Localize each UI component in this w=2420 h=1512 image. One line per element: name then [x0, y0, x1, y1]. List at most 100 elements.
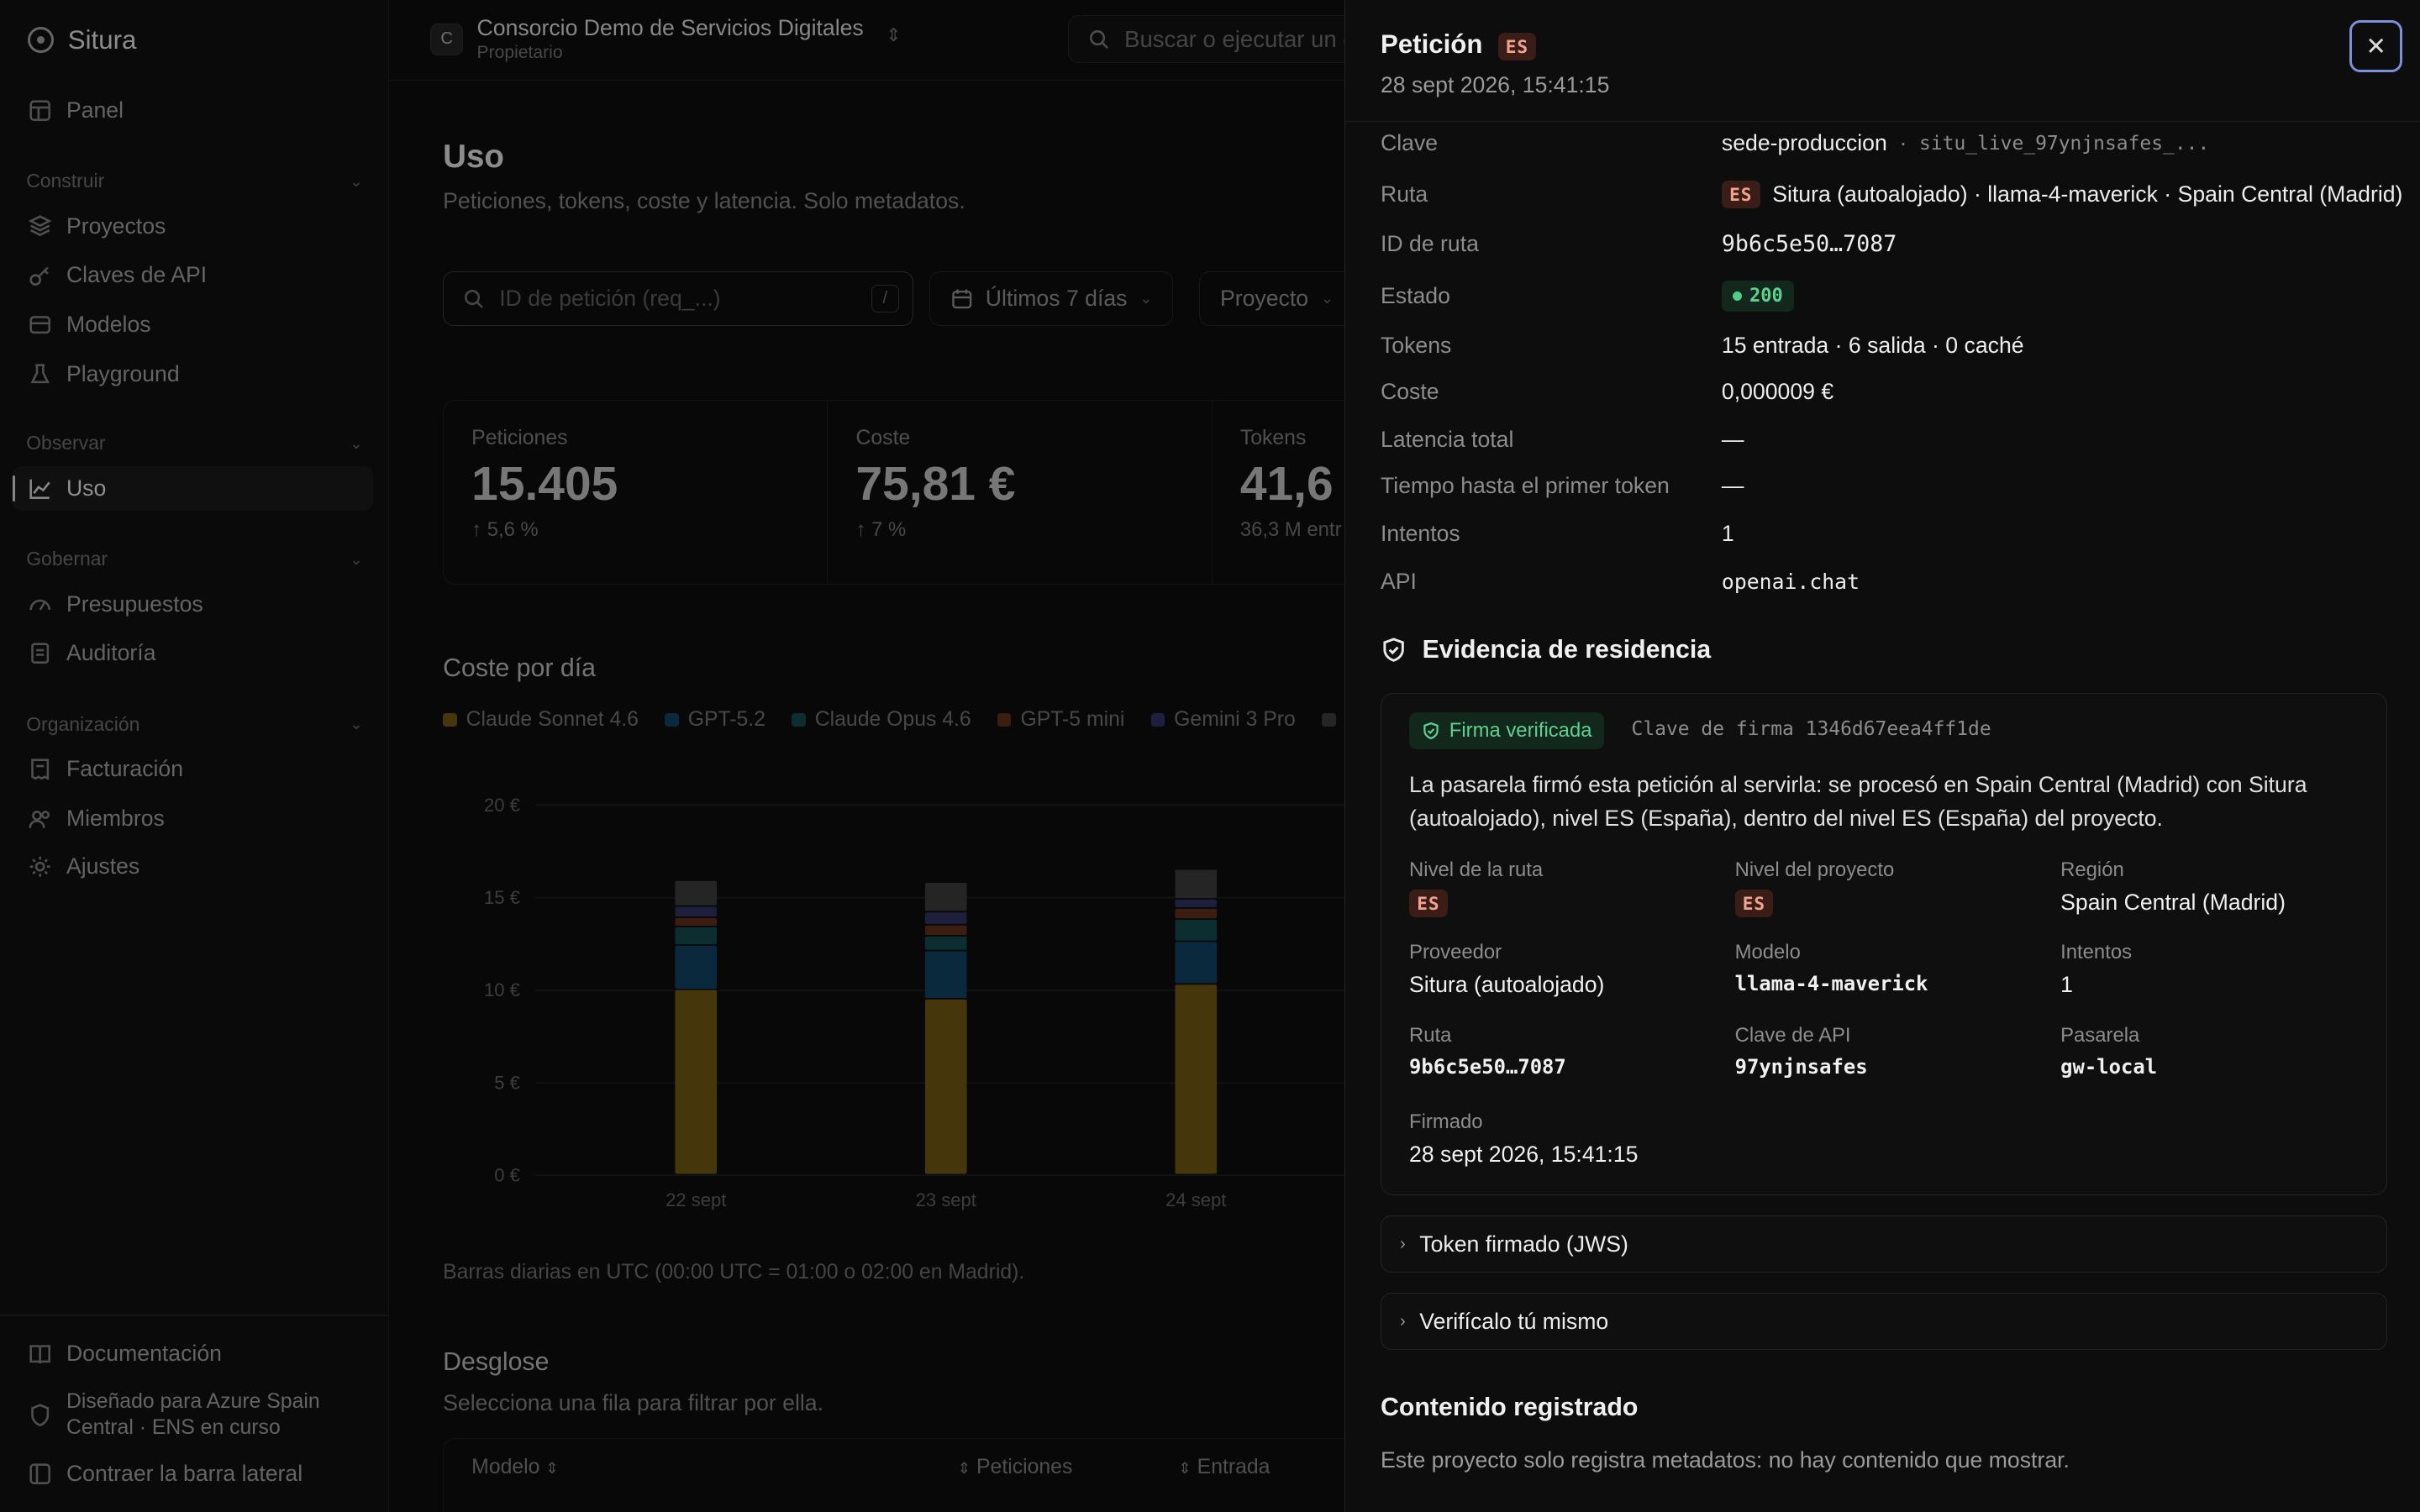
- x-tick-label: 22 sept: [666, 1189, 726, 1210]
- bar-segment: [1175, 942, 1218, 984]
- sidebar-item-uso[interactable]: Uso: [12, 465, 374, 511]
- accordion-verify-yourself[interactable]: › Verifícalo tú mismo: [1381, 1293, 2387, 1351]
- y-tick-label: 5 €: [494, 1073, 520, 1094]
- x-tick-label: 23 sept: [916, 1189, 976, 1210]
- stat-card: Peticiones 15.405 ↑ 5,6 %: [444, 400, 829, 585]
- page-subtitle: Peticiones, tokens, coste y latencia. So…: [443, 188, 965, 214]
- cost-section-title: Coste por día: [443, 654, 597, 682]
- sidebar-item-label: Facturación: [66, 756, 184, 782]
- legend-item[interactable]: Claude Opus 4.6: [792, 708, 971, 732]
- sidebar-item-claves-api[interactable]: Claves de API: [13, 253, 374, 297]
- sort-icon: ⇕: [1178, 1458, 1192, 1477]
- detail-value[interactable]: 9b6c5e50…7087: [1721, 230, 1897, 257]
- sidebar-item-presupuestos[interactable]: Presupuestos: [13, 581, 374, 626]
- chevron-up-down-icon[interactable]: ⇕: [886, 24, 902, 46]
- accordion-jws-token[interactable]: › Token firmado (JWS): [1381, 1215, 2387, 1273]
- legend-swatch: [792, 712, 806, 727]
- project-filter-label: Proyecto: [1219, 285, 1309, 311]
- sidebar-item-label: Contraer la barra lateral: [66, 1461, 303, 1487]
- legend-label: Gemini 3 Pro: [1174, 708, 1296, 732]
- column-header-entrada[interactable]: ⇕ Entrada: [1178, 1456, 1270, 1479]
- legend-item[interactable]: GPT-5 mini: [997, 708, 1124, 732]
- field-value: 28 sept 2026, 15:41:15: [1409, 1141, 1639, 1167]
- sidebar-item-modelos[interactable]: Modelos: [13, 302, 374, 347]
- detail-key: Tiempo hasta el primer token: [1381, 473, 1670, 499]
- detail-key: Estado: [1381, 283, 1450, 309]
- field-value: 9b6c5e50…7087: [1409, 1054, 1566, 1079]
- line-chart-icon: [29, 479, 50, 499]
- legend-item[interactable]: Gemini 3 Pro: [1150, 708, 1296, 732]
- request-id-input[interactable]: [499, 285, 855, 312]
- detail-key: API: [1381, 568, 1417, 594]
- column-header-peticiones[interactable]: ⇕ Peticiones: [958, 1456, 1073, 1479]
- legend-label: GPT-5 mini: [1020, 708, 1125, 732]
- chevron-down-icon: ⌄: [350, 433, 363, 452]
- legend-swatch: [1150, 712, 1165, 727]
- project-filter[interactable]: Proyecto ⌄: [1199, 271, 1354, 326]
- legend-label: Claude Opus 4.6: [814, 708, 971, 732]
- bar-segment: [1175, 984, 1218, 1174]
- evidence-field-gateway: Pasarela gw-local: [2060, 1024, 2369, 1079]
- chevron-down-icon: ⌄: [350, 171, 363, 190]
- legend-item[interactable]: GPT-5.2: [665, 708, 765, 732]
- field-label: Pasarela: [2060, 1023, 2140, 1047]
- sidebar-item-facturacion[interactable]: Facturación: [13, 747, 374, 791]
- field-label: Nivel de la ruta: [1409, 858, 1544, 882]
- sidebar-item-label: Playground: [66, 360, 180, 386]
- shield-check-icon: [1423, 722, 1439, 739]
- detail-row-ttft: Tiempo hasta el primer token —: [1381, 468, 2384, 505]
- sidebar-item-playground[interactable]: Playground: [13, 352, 374, 396]
- sidebar-item-label: Proyectos: [66, 213, 166, 239]
- azure-notice: Diseñado para Azure Spain Central · ENS …: [13, 1385, 374, 1444]
- stat-value: 15.405: [471, 457, 618, 512]
- shield-check-icon: [1383, 638, 1404, 662]
- y-tick-label: 10 €: [484, 979, 520, 1000]
- detail-row-tokens: Tokens 15 entrada · 6 salida · 0 caché: [1381, 327, 2384, 364]
- evidence-title: Evidencia de residencia: [1381, 636, 1711, 664]
- verified-label: Firma verificada: [1449, 718, 1592, 742]
- divider: [0, 1314, 389, 1316]
- detail-row-latencia: Latencia total —: [1381, 421, 2384, 458]
- date-range-filter[interactable]: Últimos 7 días ⌄: [929, 271, 1174, 326]
- detail-value: —: [1721, 473, 1744, 499]
- nav-group-organizacion[interactable]: Organización ⌄: [26, 713, 362, 736]
- nav-group-label: Observar: [26, 432, 106, 454]
- brand[interactable]: Situra: [28, 22, 136, 59]
- bar-segment: [1175, 920, 1218, 941]
- bar-segment: [925, 883, 967, 911]
- route-description: Situra (autoalojado) · llama-4-maverick …: [1772, 181, 2403, 207]
- sidebar-item-auditoria[interactable]: Auditoría: [13, 631, 374, 675]
- org-name[interactable]: Consorcio Demo de Servicios Digitales: [476, 15, 864, 41]
- nav-group-gobernar[interactable]: Gobernar ⌄: [26, 548, 362, 570]
- sidebar-item-miembros[interactable]: Miembros: [13, 796, 374, 841]
- detail-key: Intentos: [1381, 520, 1460, 546]
- stats-cards: Peticiones 15.405 ↑ 5,6 % Coste 75,81 € …: [443, 399, 1370, 585]
- book-icon: [29, 1345, 51, 1364]
- evidence-title-text: Evidencia de residencia: [1422, 635, 1712, 664]
- column-header-modelo[interactable]: Modelo ⇕: [471, 1456, 559, 1479]
- sidebar-item-ajustes[interactable]: Ajustes: [13, 844, 374, 889]
- legend-item[interactable]: [1322, 708, 1336, 732]
- stat-label: Peticiones: [471, 426, 568, 449]
- evidence-field-route: Ruta 9b6c5e50…7087: [1409, 1024, 1718, 1079]
- request-id-search[interactable]: /: [443, 271, 914, 326]
- collapse-sidebar-button[interactable]: Contraer la barra lateral: [13, 1452, 374, 1496]
- bar-segment: [1175, 909, 1218, 919]
- nav-group-construir[interactable]: Construir ⌄: [26, 170, 362, 192]
- sidebar-item-documentacion[interactable]: Documentación: [13, 1331, 374, 1376]
- detail-key: Latencia total: [1381, 426, 1514, 452]
- users-icon: [29, 810, 50, 828]
- flask-icon: [30, 364, 50, 383]
- bar-segment: [675, 881, 718, 906]
- sidebar-item-proyectos[interactable]: Proyectos: [13, 203, 374, 248]
- sidebar-item-panel[interactable]: Panel: [13, 88, 374, 133]
- api-key-name[interactable]: sede-produccion: [1721, 130, 1887, 156]
- evidence-field-project-tier: Nivel del proyecto ES: [1734, 858, 2044, 918]
- verified-badge: Firma verificada: [1409, 711, 1605, 749]
- nav-group-observar[interactable]: Observar ⌄: [26, 432, 362, 454]
- sidebar-item-label: Documentación: [66, 1341, 222, 1367]
- org-avatar[interactable]: C: [430, 23, 463, 56]
- close-button[interactable]: ✕: [2349, 19, 2402, 73]
- legend-item[interactable]: Claude Sonnet 4.6: [443, 708, 639, 732]
- chart-note: Barras diarias en UTC (00:00 UTC = 01:00…: [443, 1260, 1025, 1284]
